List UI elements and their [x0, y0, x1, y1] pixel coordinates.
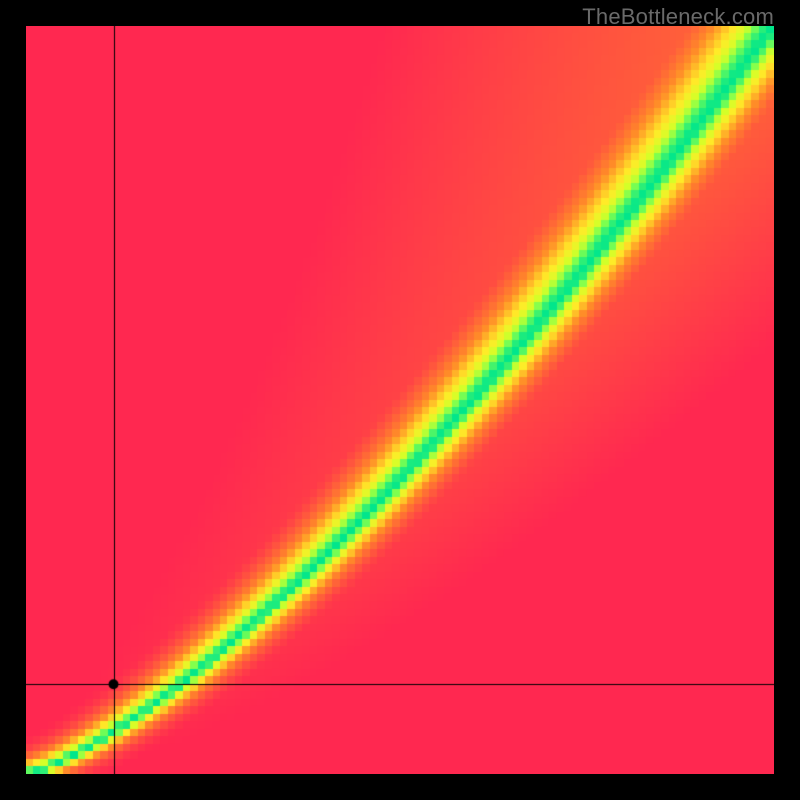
heatmap-plot	[26, 26, 774, 774]
watermark-text: TheBottleneck.com	[582, 4, 774, 30]
heatmap-canvas	[26, 26, 774, 774]
